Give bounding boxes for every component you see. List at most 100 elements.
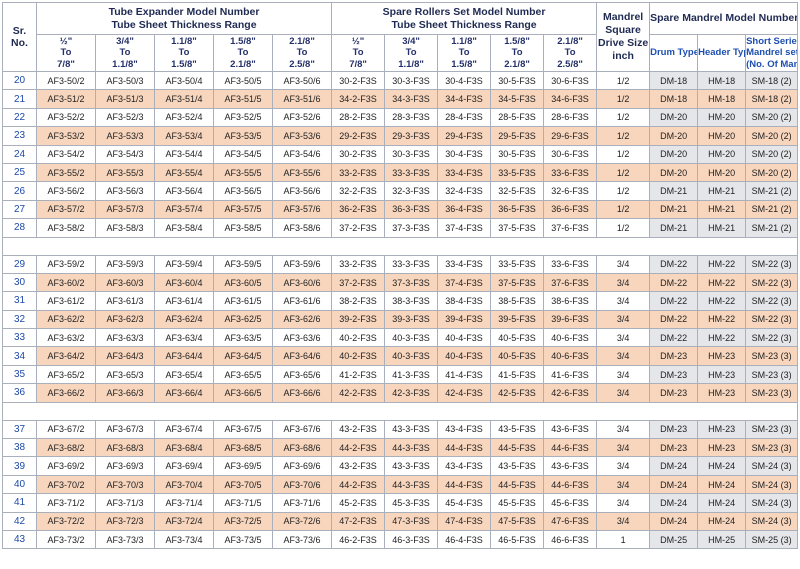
expander-model-cell: AF3-50/4 [154,70,214,91]
header-type-cell: HM-21 [697,199,747,220]
drum-type-cell: DM-20 [649,107,699,128]
roller-set-cell: 32-4-F3S [437,181,492,201]
expander-model-cell: AF3-62/2 [36,309,96,330]
short-series-cell: SM-20 (2) [745,126,799,146]
drive-size-cell: 3/4 [596,328,651,348]
serial-number: 42 [2,511,37,531]
roller-set-cell: 37-2-F3S [331,272,386,293]
expander-model-cell: AF3-68/4 [154,438,214,458]
expander-model-cell: AF3-50/2 [36,70,96,91]
header-type-cell: HM-23 [697,419,747,440]
expander-model-cell: AF3-54/5 [213,144,273,164]
header-type-cell: HM-23 [697,346,747,366]
table-row: 37 AF3-67/2 AF3-67/3 AF3-67/4 AF3-67/5 AF3-67… [2,419,799,440]
table-row: 35 AF3-65/2 AF3-65/3 AF3-65/4 AF3-65/5 AF3-65… [2,364,799,385]
roller-set-cell: 33-5-F3S [490,254,545,274]
roller-set-cell: 41-3-F3S [384,364,439,385]
expander-model-cell: AF3-50/6 [271,70,333,91]
expander-model-cell: AF3-55/4 [154,162,214,183]
roller-set-cell: 37-6-F3S [543,218,598,238]
roller-set-cell: 32-5-F3S [490,181,545,201]
rollers-range-header-1: ½" To 7/8" [331,34,386,72]
drum-type-cell: DM-24 [649,511,699,531]
short-series-cell: SM-22 (3) [745,291,799,311]
drive-size-cell: 3/4 [596,309,651,330]
expander-model-cell: AF3-60/6 [271,272,333,293]
table-row: 38 AF3-68/2 AF3-68/3 AF3-68/4 AF3-68/5 AF3-68… [2,438,799,458]
expander-model-cell: AF3-61/6 [271,291,333,311]
roller-set-cell: 30-6-F3S [543,144,598,164]
drum-type-cell: DM-20 [649,144,699,164]
drum-type-cell: DM-22 [649,254,699,274]
rollers-range-header-3: 1.1/8" To 1.5/8" [437,34,492,72]
drive-size-cell: 1/2 [596,70,651,91]
table-row: 42 AF3-72/2 AF3-72/3 AF3-72/4 AF3-72/5 AF3-72… [2,511,799,531]
drum-type-cell: DM-24 [649,456,699,476]
roller-set-cell: 28-5-F3S [490,107,545,128]
expander-model-cell: AF3-63/5 [213,328,273,348]
expander-model-cell: AF3-71/3 [95,493,155,513]
roller-set-cell: 42-6-F3S [543,383,598,403]
short-series-cell: SM-22 (3) [745,328,799,348]
header-type-cell: HM-22 [697,254,747,274]
expander-model-cell: AF3-66/5 [213,383,273,403]
short-series-cell: SM-18 (2) [745,89,799,109]
roller-set-cell: 44-3-F3S [384,474,439,495]
expander-range-header-3: 1.1/8" To 1.5/8" [154,34,214,72]
roller-set-cell: 44-4-F3S [437,438,492,458]
header-type-cell: HM-21 [697,181,747,201]
header-type-cell: HM-24 [697,511,747,531]
expander-model-cell: AF3-51/4 [154,89,214,109]
serial-number: 26 [2,181,37,201]
serial-number: 33 [2,328,37,348]
roller-set-cell: 30-6-F3S [543,70,598,91]
serial-number: 22 [2,107,37,128]
roller-set-cell: 33-6-F3S [543,162,598,183]
header-type-cell: HM-25 [697,529,747,550]
short-series-cell: SM-23 (3) [745,346,799,366]
short-series-cell: SM-24 (3) [745,493,799,513]
drum-type-cell: DM-22 [649,291,699,311]
roller-set-cell: 46-5-F3S [490,529,545,550]
short-series-cell: SM-21 (2) [745,199,799,220]
roller-set-cell: 30-5-F3S [490,70,545,91]
expander-model-cell: AF3-57/3 [95,199,155,220]
header-type-cell: HM-20 [697,162,747,183]
drum-type-cell: DM-24 [649,493,699,513]
serial-number: 36 [2,383,37,403]
header-type-cell: HM-18 [697,70,747,91]
header-type-cell: HM-18 [697,89,747,109]
roller-set-cell: 30-2-F3S [331,70,386,91]
roller-set-cell: 32-6-F3S [543,181,598,201]
roller-set-cell: 46-3-F3S [384,529,439,550]
roller-set-cell: 41-6-F3S [543,364,598,385]
drum-type-cell: DM-18 [649,89,699,109]
expander-model-cell: AF3-55/2 [36,162,96,183]
expander-model-cell: AF3-71/2 [36,493,96,513]
expander-model-cell: AF3-56/2 [36,181,96,201]
expander-model-cell: AF3-64/4 [154,346,214,366]
table-row: 21 AF3-51/2 AF3-51/3 AF3-51/4 AF3-51/5 AF3-51… [2,89,799,109]
roller-set-cell: 28-6-F3S [543,107,598,128]
expander-model-cell: AF3-57/6 [271,199,333,220]
group-spacer-row [2,236,799,256]
tube-expander-header: Tube Expander Model Number Tube Sheet Thi… [35,2,333,35]
specification-table: Sr. No. Tube Expander Model Number Tube Sh… [2,2,799,550]
serial-number: 43 [2,529,37,550]
drum-type-cell: DM-18 [649,70,699,91]
roller-set-cell: 37-4-F3S [437,272,492,293]
expander-model-cell: AF3-73/2 [36,529,96,550]
roller-set-cell: 45-5-F3S [490,493,545,513]
table-row: 34 AF3-64/2 AF3-64/3 AF3-64/4 AF3-64/5 AF3-64… [2,346,799,366]
expander-model-cell: AF3-52/3 [95,107,155,128]
expander-model-cell: AF3-68/2 [36,438,96,458]
roller-set-cell: 45-4-F3S [437,493,492,513]
expander-model-cell: AF3-73/4 [154,529,214,550]
roller-set-cell: 43-2-F3S [331,456,386,476]
expander-model-cell: AF3-63/4 [154,328,214,348]
roller-set-cell: 47-5-F3S [490,511,545,531]
expander-model-cell: AF3-50/3 [95,70,155,91]
roller-set-cell: 43-3-F3S [384,456,439,476]
roller-set-cell: 30-4-F3S [437,144,492,164]
roller-set-cell: 43-6-F3S [543,419,598,440]
